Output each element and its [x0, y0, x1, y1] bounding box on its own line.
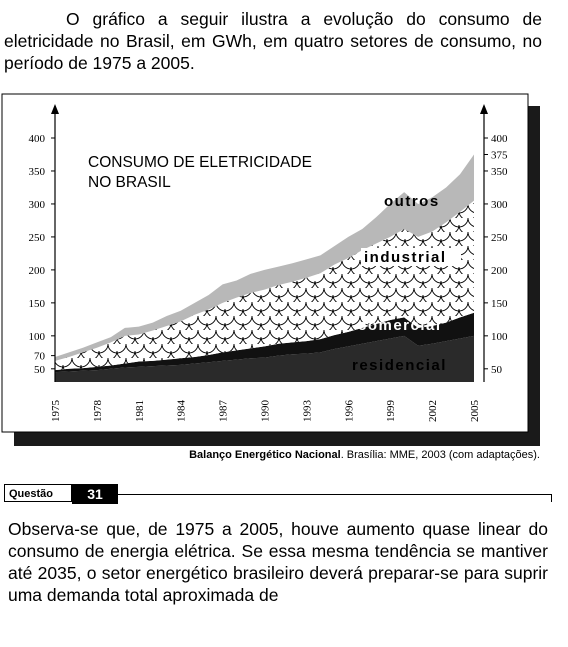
- x-tick-label: 1990: [260, 400, 272, 423]
- y-tick-label-left: 300: [29, 199, 46, 211]
- area-industrial: [55, 200, 474, 371]
- y-tick-label-right: 400: [491, 133, 508, 145]
- x-tick-label: 1975: [50, 400, 62, 423]
- y-axis-right-arrow: [480, 104, 488, 114]
- question-number: 31: [72, 484, 118, 504]
- area-comercial: [55, 312, 474, 373]
- y-tick-label-right: 100: [491, 331, 508, 343]
- series-label-comercial: comercial: [358, 317, 442, 334]
- question-text: Observa-se que, de 1975 a 2005, houve au…: [8, 519, 548, 605]
- series-label-bg: [361, 248, 461, 266]
- y-tick-label-right: 350: [491, 166, 508, 178]
- y-tick-label-left: 200: [29, 265, 46, 277]
- x-tick-label: 1978: [92, 400, 104, 423]
- y-tick-label-left: 150: [29, 298, 46, 310]
- series-label-residencial: residencial: [352, 357, 447, 374]
- x-tick-label: 2005: [469, 400, 481, 423]
- y-tick-label-left: 50: [34, 364, 46, 376]
- x-tick-label: 1987: [218, 400, 230, 423]
- y-tick-label-left: 400: [29, 133, 46, 145]
- consumption-chart: 50 70 100 150 200 250 300 350 400 50 100 150 200 250 3…: [0, 92, 568, 452]
- x-tick-label: 1981: [134, 400, 146, 422]
- y-tick-label-left: 250: [29, 232, 46, 244]
- question-divider: [118, 494, 552, 495]
- y-tick-label-left: 70: [34, 351, 46, 363]
- y-tick-label-right: 200: [491, 265, 508, 277]
- y-tick-label-right: 50: [491, 364, 503, 376]
- y-tick-label-right: 375: [491, 149, 508, 161]
- source-citation: Balanço Energético Nacional. Brasília: M…: [189, 449, 540, 461]
- question-divider-end: [551, 494, 552, 502]
- x-tick-label: 1996: [343, 400, 355, 423]
- chart-title-line: NO BRASIL: [88, 174, 171, 191]
- x-tick-label: 1999: [385, 400, 397, 423]
- series-label-industrial: industrial: [364, 249, 447, 266]
- question-header: Questão 31: [4, 484, 552, 506]
- area-residencial: [55, 335, 474, 382]
- y-tick-label-left: 350: [29, 166, 46, 178]
- y-tick-label-left: 100: [29, 331, 46, 343]
- source-title: Balanço Energético Nacional: [189, 449, 341, 461]
- x-tick-label: 1993: [301, 400, 313, 423]
- x-tick-label: 2002: [427, 400, 439, 422]
- chart-svg: 5070100150200250300350400501001502002503…: [1, 93, 540, 446]
- y-tick-label-right: 300: [491, 199, 508, 211]
- question-label: Questão: [4, 484, 72, 502]
- chart-title-line: CONSUMO DE ELETRICIDADE: [88, 154, 312, 171]
- y-tick-label-right: 250: [491, 232, 508, 244]
- source-details: . Brasília: MME, 2003 (com adaptações).: [340, 449, 540, 461]
- intro-paragraph: O gráfico a seguir ilustra a evolução do…: [4, 9, 542, 73]
- x-tick-label: 1984: [176, 400, 188, 423]
- y-axis-left-arrow: [51, 104, 59, 114]
- y-tick-label-right: 150: [491, 298, 508, 310]
- series-label-outros: outros: [384, 193, 440, 210]
